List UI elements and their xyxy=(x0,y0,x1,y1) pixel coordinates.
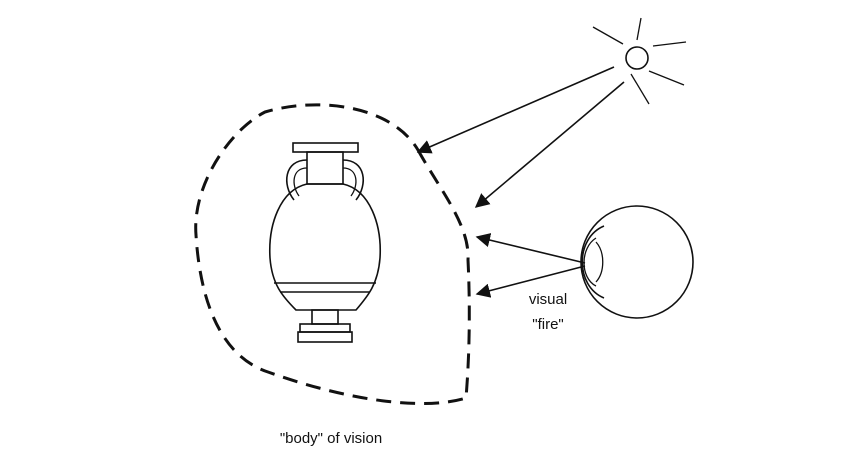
sunlight-arrow-lower xyxy=(474,81,625,208)
sunlight-arrow-upper xyxy=(416,66,615,154)
eye-icon xyxy=(580,205,694,319)
body-of-vision-label: "body" of vision xyxy=(280,430,382,447)
visual-fire-arrow-upper xyxy=(475,233,586,264)
fire-label: "fire" xyxy=(532,316,564,333)
visual-label: visual xyxy=(529,291,567,308)
body-of-vision-boundary xyxy=(194,103,471,406)
amphora-icon xyxy=(269,142,381,343)
visual-fire-arrow-lower xyxy=(475,265,586,298)
sun-icon xyxy=(592,17,687,105)
